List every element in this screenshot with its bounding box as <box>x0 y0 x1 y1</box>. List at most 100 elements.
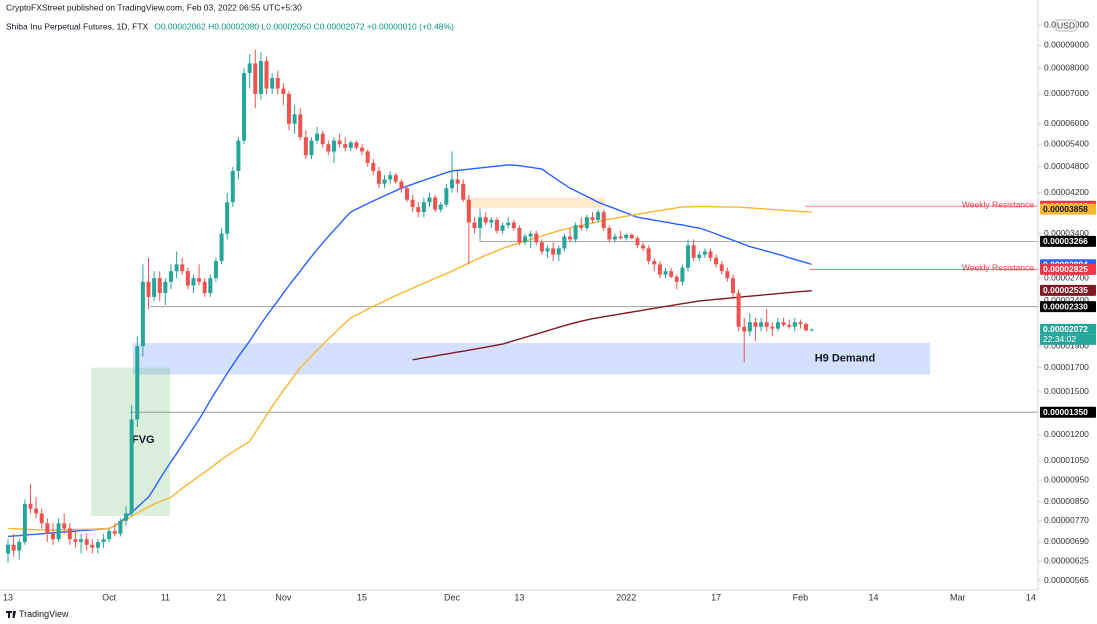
candle-body <box>539 242 544 252</box>
candle-body <box>787 324 792 327</box>
price-tag-label: 0.00002535 <box>1043 285 1088 295</box>
y-tick-label: 0.00001700 <box>1044 362 1089 372</box>
candle-body <box>331 140 336 152</box>
ohlc: O0.00002062 H0.00002080 L0.00002050 C0.0… <box>154 21 454 31</box>
candle-body <box>686 245 691 268</box>
candle-body <box>511 222 516 228</box>
price-tag <box>1040 406 1096 418</box>
y-tick-label: 0.00001500 <box>1044 386 1089 396</box>
y-tick-label: 0.00000565 <box>1044 575 1089 585</box>
price-tag <box>1040 235 1096 247</box>
currency-badge <box>1055 19 1077 32</box>
candle-body <box>759 322 764 327</box>
x-tick-label: 14 <box>1026 592 1036 602</box>
price-tag-label: 0.00002330 <box>1043 301 1088 311</box>
price-tag <box>1040 323 1096 335</box>
y-tick-label: 0.00000625 <box>1044 555 1089 565</box>
x-tick-label: 11 <box>161 592 170 602</box>
candle-body <box>730 278 735 294</box>
x-tick-label: Mar <box>950 592 966 602</box>
candle-body <box>309 140 314 156</box>
candle-body <box>118 520 123 534</box>
candle-body <box>79 539 84 542</box>
candle-body <box>56 523 61 540</box>
ma-line <box>412 290 812 361</box>
candle-body <box>320 133 325 145</box>
candle-body <box>719 264 724 272</box>
candle-body <box>517 227 522 243</box>
candle-body <box>534 233 539 243</box>
footer: TradingView <box>19 609 69 619</box>
candle-body <box>523 236 528 243</box>
x-tick-label: 14 <box>868 592 878 602</box>
candle-body <box>393 175 398 182</box>
x-tick-label: Nov <box>275 592 292 602</box>
y-tick-label: 0.00000690 <box>1044 536 1089 546</box>
candle-body <box>6 544 10 554</box>
candle-body <box>624 234 629 239</box>
candle-body <box>180 264 185 272</box>
levels <box>130 205 1038 413</box>
candle-body <box>140 281 145 347</box>
candle-body <box>562 236 567 249</box>
y-tick-label: 0.00001200 <box>1044 429 1089 439</box>
candle-body <box>219 233 224 262</box>
candle-body <box>455 179 460 184</box>
ma-line <box>7 205 812 531</box>
axis: 0.000100000.000090000.000080000.00007000… <box>3 19 1096 602</box>
candle-body <box>753 322 758 327</box>
candle-body <box>657 264 662 275</box>
candle-body <box>669 271 674 277</box>
candle-body <box>607 227 612 240</box>
candle-body <box>798 322 803 325</box>
candle-body <box>281 88 286 94</box>
candle-body <box>185 271 190 286</box>
zone-label: H9 Demand <box>815 353 876 365</box>
candle-body <box>629 234 634 239</box>
candle-body <box>275 78 280 89</box>
candle-body <box>258 61 263 94</box>
candle-body <box>792 322 797 327</box>
candle-body <box>399 181 404 189</box>
y-tick-label: 0.00000770 <box>1044 515 1089 525</box>
candle-body <box>568 236 572 240</box>
x-tick-label: Feb <box>793 592 809 602</box>
candle-body <box>360 147 365 152</box>
candle-body <box>472 222 477 228</box>
candle-body <box>674 276 679 282</box>
publisher: CryptoFXStreet published on TradingView.… <box>6 2 302 12</box>
candle-body <box>354 142 359 148</box>
candle-body <box>742 326 747 332</box>
y-tick-label: 0.00003400 <box>1044 228 1089 238</box>
candle-body <box>466 199 471 223</box>
candle-body <box>163 281 168 294</box>
candle-body <box>107 531 112 540</box>
y-tick-label: 0.00005400 <box>1044 138 1089 148</box>
price-tag-label: 0.00001350 <box>1043 407 1088 417</box>
candle-body <box>236 140 241 171</box>
candle-body <box>34 508 39 514</box>
candle-body <box>618 236 623 239</box>
x-tick-label: 17 <box>711 592 721 602</box>
y-tick-label: 0.00002700 <box>1044 272 1089 282</box>
candle-body <box>202 281 207 294</box>
currency: USD <box>1057 20 1075 30</box>
zone-label: FVG <box>132 434 155 446</box>
candle-body <box>702 251 707 255</box>
candle-body <box>601 212 606 228</box>
candle-body <box>112 531 117 534</box>
candle-body <box>247 63 252 74</box>
candle-body <box>315 133 320 141</box>
countdown-tag <box>1040 334 1096 345</box>
candle-body <box>90 544 95 548</box>
y-tick-label: 0.00001050 <box>1044 455 1089 465</box>
candle-body <box>376 170 381 184</box>
candle-body <box>444 188 449 205</box>
candle-body <box>365 151 370 163</box>
ma-line <box>7 164 812 538</box>
candle-body <box>764 322 769 327</box>
candle-body <box>736 293 741 327</box>
candle-body <box>95 541 100 548</box>
